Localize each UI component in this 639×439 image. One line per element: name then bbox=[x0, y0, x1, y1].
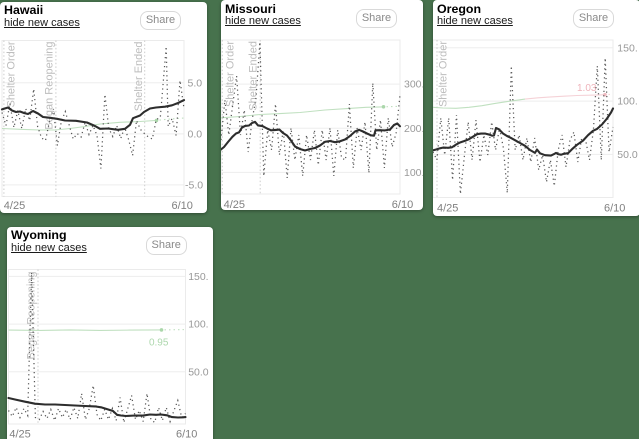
svg-text:Shelter Order: Shelter Order bbox=[5, 41, 17, 107]
svg-text:6/10: 6/10 bbox=[604, 203, 625, 215]
svg-text:Shelter Ended: Shelter Ended bbox=[248, 41, 260, 111]
svg-text:Shelter Order: Shelter Order bbox=[225, 41, 237, 107]
svg-text:Began Reopening: Began Reopening bbox=[25, 271, 37, 359]
svg-text:0.0: 0.0 bbox=[188, 128, 203, 140]
svg-text:6/10: 6/10 bbox=[176, 428, 197, 439]
svg-text:0.95: 0.95 bbox=[149, 337, 169, 348]
svg-text:4/25: 4/25 bbox=[9, 428, 30, 439]
svg-text:4/25: 4/25 bbox=[4, 200, 25, 212]
svg-text:300.: 300. bbox=[404, 79, 423, 91]
svg-text:-5.0: -5.0 bbox=[185, 179, 203, 191]
svg-text:100.: 100. bbox=[617, 96, 637, 108]
svg-text:1.03: 1.03 bbox=[577, 83, 597, 94]
svg-text:Shelter Ended: Shelter Ended bbox=[133, 41, 145, 111]
svg-text:150.: 150. bbox=[188, 272, 208, 283]
svg-text:Shelter Order: Shelter Order bbox=[438, 41, 450, 107]
svg-text:150.: 150. bbox=[617, 42, 637, 54]
svg-text:5.0: 5.0 bbox=[188, 77, 203, 89]
svg-text:6/10: 6/10 bbox=[172, 200, 193, 212]
svg-text:4/25: 4/25 bbox=[437, 203, 458, 215]
svg-text:6/10: 6/10 bbox=[392, 199, 413, 210]
svg-text:200.: 200. bbox=[404, 123, 423, 135]
svg-text:50.0: 50.0 bbox=[617, 149, 638, 161]
svg-text:100.: 100. bbox=[404, 167, 423, 179]
svg-text:Began Reopening: Began Reopening bbox=[44, 41, 56, 129]
svg-text:4/25: 4/25 bbox=[224, 199, 245, 210]
svg-text:100.: 100. bbox=[188, 319, 208, 330]
svg-text:50.0: 50.0 bbox=[188, 367, 209, 378]
